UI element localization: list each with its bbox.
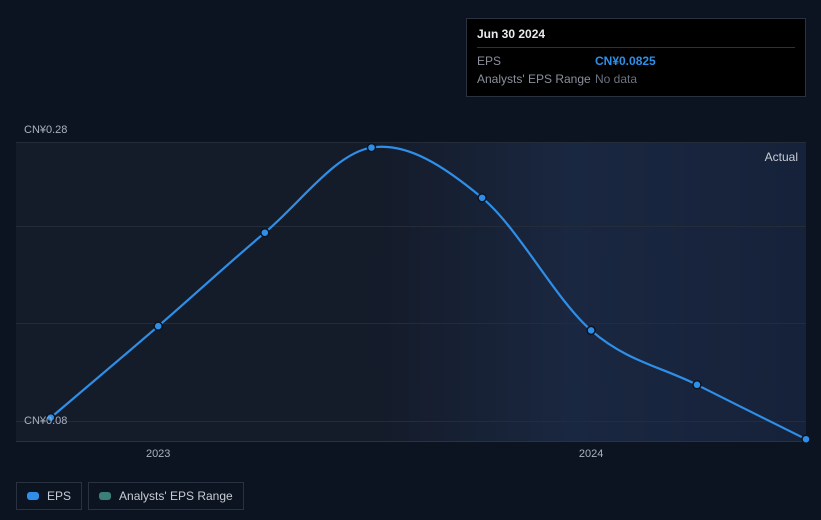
y-axis-label-bottom: CN¥0.08: [24, 415, 67, 427]
tooltip-eps-value: CN¥0.0825: [595, 54, 656, 68]
eps-line-chart: [16, 142, 806, 442]
chart-container: Jun 30 2024 EPS CN¥0.0825 Analysts' EPS …: [0, 0, 821, 520]
data-point[interactable]: [693, 381, 701, 389]
x-axis-label: 2023: [146, 448, 170, 460]
chart-plot-area[interactable]: Actual CN¥0.28CN¥0.08 20232024: [16, 142, 806, 442]
y-axis-label-top: CN¥0.28: [24, 124, 67, 136]
legend-item-range[interactable]: Analysts' EPS Range: [88, 482, 244, 510]
tooltip-range-label: Analysts' EPS Range: [477, 72, 595, 86]
data-point[interactable]: [154, 322, 162, 330]
chart-legend: EPS Analysts' EPS Range: [16, 482, 244, 510]
legend-swatch-eps: [27, 492, 39, 500]
data-point[interactable]: [478, 194, 486, 202]
legend-item-eps[interactable]: EPS: [16, 482, 82, 510]
tooltip-date: Jun 30 2024: [477, 27, 795, 48]
x-axis-label: 2024: [579, 448, 603, 460]
tooltip-range-value: No data: [595, 72, 637, 86]
chart-tooltip: Jun 30 2024 EPS CN¥0.0825 Analysts' EPS …: [466, 18, 806, 97]
tooltip-row-eps: EPS CN¥0.0825: [477, 52, 795, 70]
data-point[interactable]: [802, 435, 810, 443]
tooltip-eps-label: EPS: [477, 54, 595, 68]
tooltip-row-range: Analysts' EPS Range No data: [477, 70, 795, 88]
legend-label-eps: EPS: [47, 489, 71, 503]
legend-swatch-range: [99, 492, 111, 500]
data-point[interactable]: [261, 229, 269, 237]
data-point[interactable]: [368, 144, 376, 152]
data-point[interactable]: [587, 326, 595, 334]
legend-label-range: Analysts' EPS Range: [119, 489, 233, 503]
